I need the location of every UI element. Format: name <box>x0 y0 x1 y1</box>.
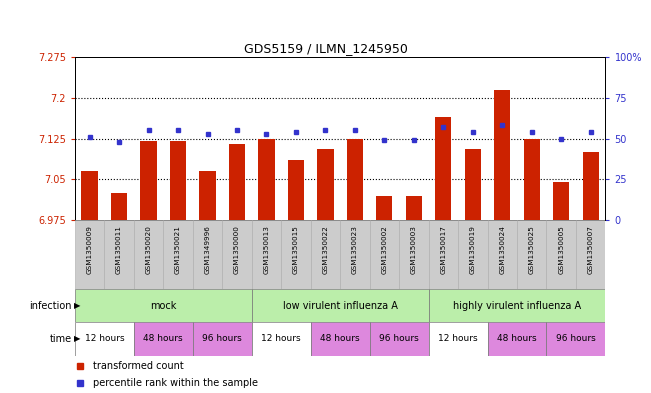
Bar <box>488 322 546 356</box>
Bar <box>281 220 311 289</box>
Text: infection: infection <box>29 301 72 310</box>
Bar <box>252 289 428 322</box>
Bar <box>75 322 134 356</box>
Text: ▶: ▶ <box>74 301 80 310</box>
Bar <box>370 322 428 356</box>
Text: low virulent influenza A: low virulent influenza A <box>283 301 398 310</box>
Bar <box>583 152 599 220</box>
Text: 48 hours: 48 hours <box>143 334 183 343</box>
Text: GSM1350020: GSM1350020 <box>146 226 152 274</box>
Text: GSM1350005: GSM1350005 <box>558 226 564 274</box>
Bar <box>553 182 570 220</box>
Text: highly virulent influenza A: highly virulent influenza A <box>453 301 581 310</box>
Bar <box>75 220 104 289</box>
Bar <box>111 193 127 220</box>
Bar <box>134 322 193 356</box>
Bar <box>222 220 252 289</box>
Text: 48 hours: 48 hours <box>320 334 360 343</box>
Bar <box>317 149 333 220</box>
Text: GSM1350003: GSM1350003 <box>411 226 417 274</box>
Bar <box>428 322 488 356</box>
Text: 12 hours: 12 hours <box>85 334 124 343</box>
Text: 12 hours: 12 hours <box>438 334 478 343</box>
Bar <box>193 220 222 289</box>
Bar <box>546 322 605 356</box>
Bar <box>546 220 576 289</box>
Bar <box>311 322 370 356</box>
Text: GSM1350009: GSM1350009 <box>87 226 92 274</box>
Text: GSM1350000: GSM1350000 <box>234 226 240 274</box>
Text: ▶: ▶ <box>74 334 80 343</box>
Bar <box>141 141 157 220</box>
Bar <box>458 220 488 289</box>
Text: GSM1350002: GSM1350002 <box>381 226 387 274</box>
Text: GSM1350007: GSM1350007 <box>588 226 594 274</box>
Bar <box>252 220 281 289</box>
Text: 96 hours: 96 hours <box>202 334 242 343</box>
Text: transformed count: transformed count <box>94 361 184 371</box>
Bar <box>465 149 481 220</box>
Bar <box>199 171 215 220</box>
Text: GSM1350011: GSM1350011 <box>116 226 122 274</box>
Bar <box>517 220 546 289</box>
Bar <box>494 90 510 220</box>
Text: 48 hours: 48 hours <box>497 334 537 343</box>
Bar <box>399 220 428 289</box>
Bar <box>75 289 252 322</box>
Text: GSM1350022: GSM1350022 <box>322 226 328 274</box>
Bar <box>488 220 517 289</box>
Bar <box>376 196 393 220</box>
Text: GSM1350015: GSM1350015 <box>293 226 299 274</box>
Bar <box>252 322 311 356</box>
Bar <box>229 144 245 220</box>
Bar <box>193 322 252 356</box>
Bar <box>104 220 134 289</box>
Bar <box>406 196 422 220</box>
Text: mock: mock <box>150 301 176 310</box>
Text: percentile rank within the sample: percentile rank within the sample <box>94 378 258 387</box>
Bar <box>576 220 605 289</box>
Bar <box>523 138 540 220</box>
Text: GSM1350013: GSM1350013 <box>264 226 270 274</box>
Text: GSM1350024: GSM1350024 <box>499 226 505 274</box>
Text: 12 hours: 12 hours <box>262 334 301 343</box>
Bar <box>288 160 304 220</box>
Bar <box>134 220 163 289</box>
Bar <box>340 220 370 289</box>
Text: 96 hours: 96 hours <box>556 334 596 343</box>
Bar <box>163 220 193 289</box>
Text: GSM1349996: GSM1349996 <box>204 226 210 274</box>
Text: 96 hours: 96 hours <box>380 334 419 343</box>
Bar <box>347 138 363 220</box>
Bar <box>81 171 98 220</box>
Bar <box>428 220 458 289</box>
Text: GDS5159 / ILMN_1245950: GDS5159 / ILMN_1245950 <box>243 42 408 55</box>
Bar <box>428 289 605 322</box>
Text: GSM1350017: GSM1350017 <box>440 226 447 274</box>
Text: GSM1350025: GSM1350025 <box>529 226 534 274</box>
Bar <box>258 138 275 220</box>
Text: GSM1350019: GSM1350019 <box>470 226 476 274</box>
Text: time: time <box>49 334 72 344</box>
Text: GSM1350023: GSM1350023 <box>352 226 358 274</box>
Bar <box>311 220 340 289</box>
Bar <box>370 220 399 289</box>
Bar <box>170 141 186 220</box>
Bar <box>436 117 451 220</box>
Text: GSM1350021: GSM1350021 <box>175 226 181 274</box>
